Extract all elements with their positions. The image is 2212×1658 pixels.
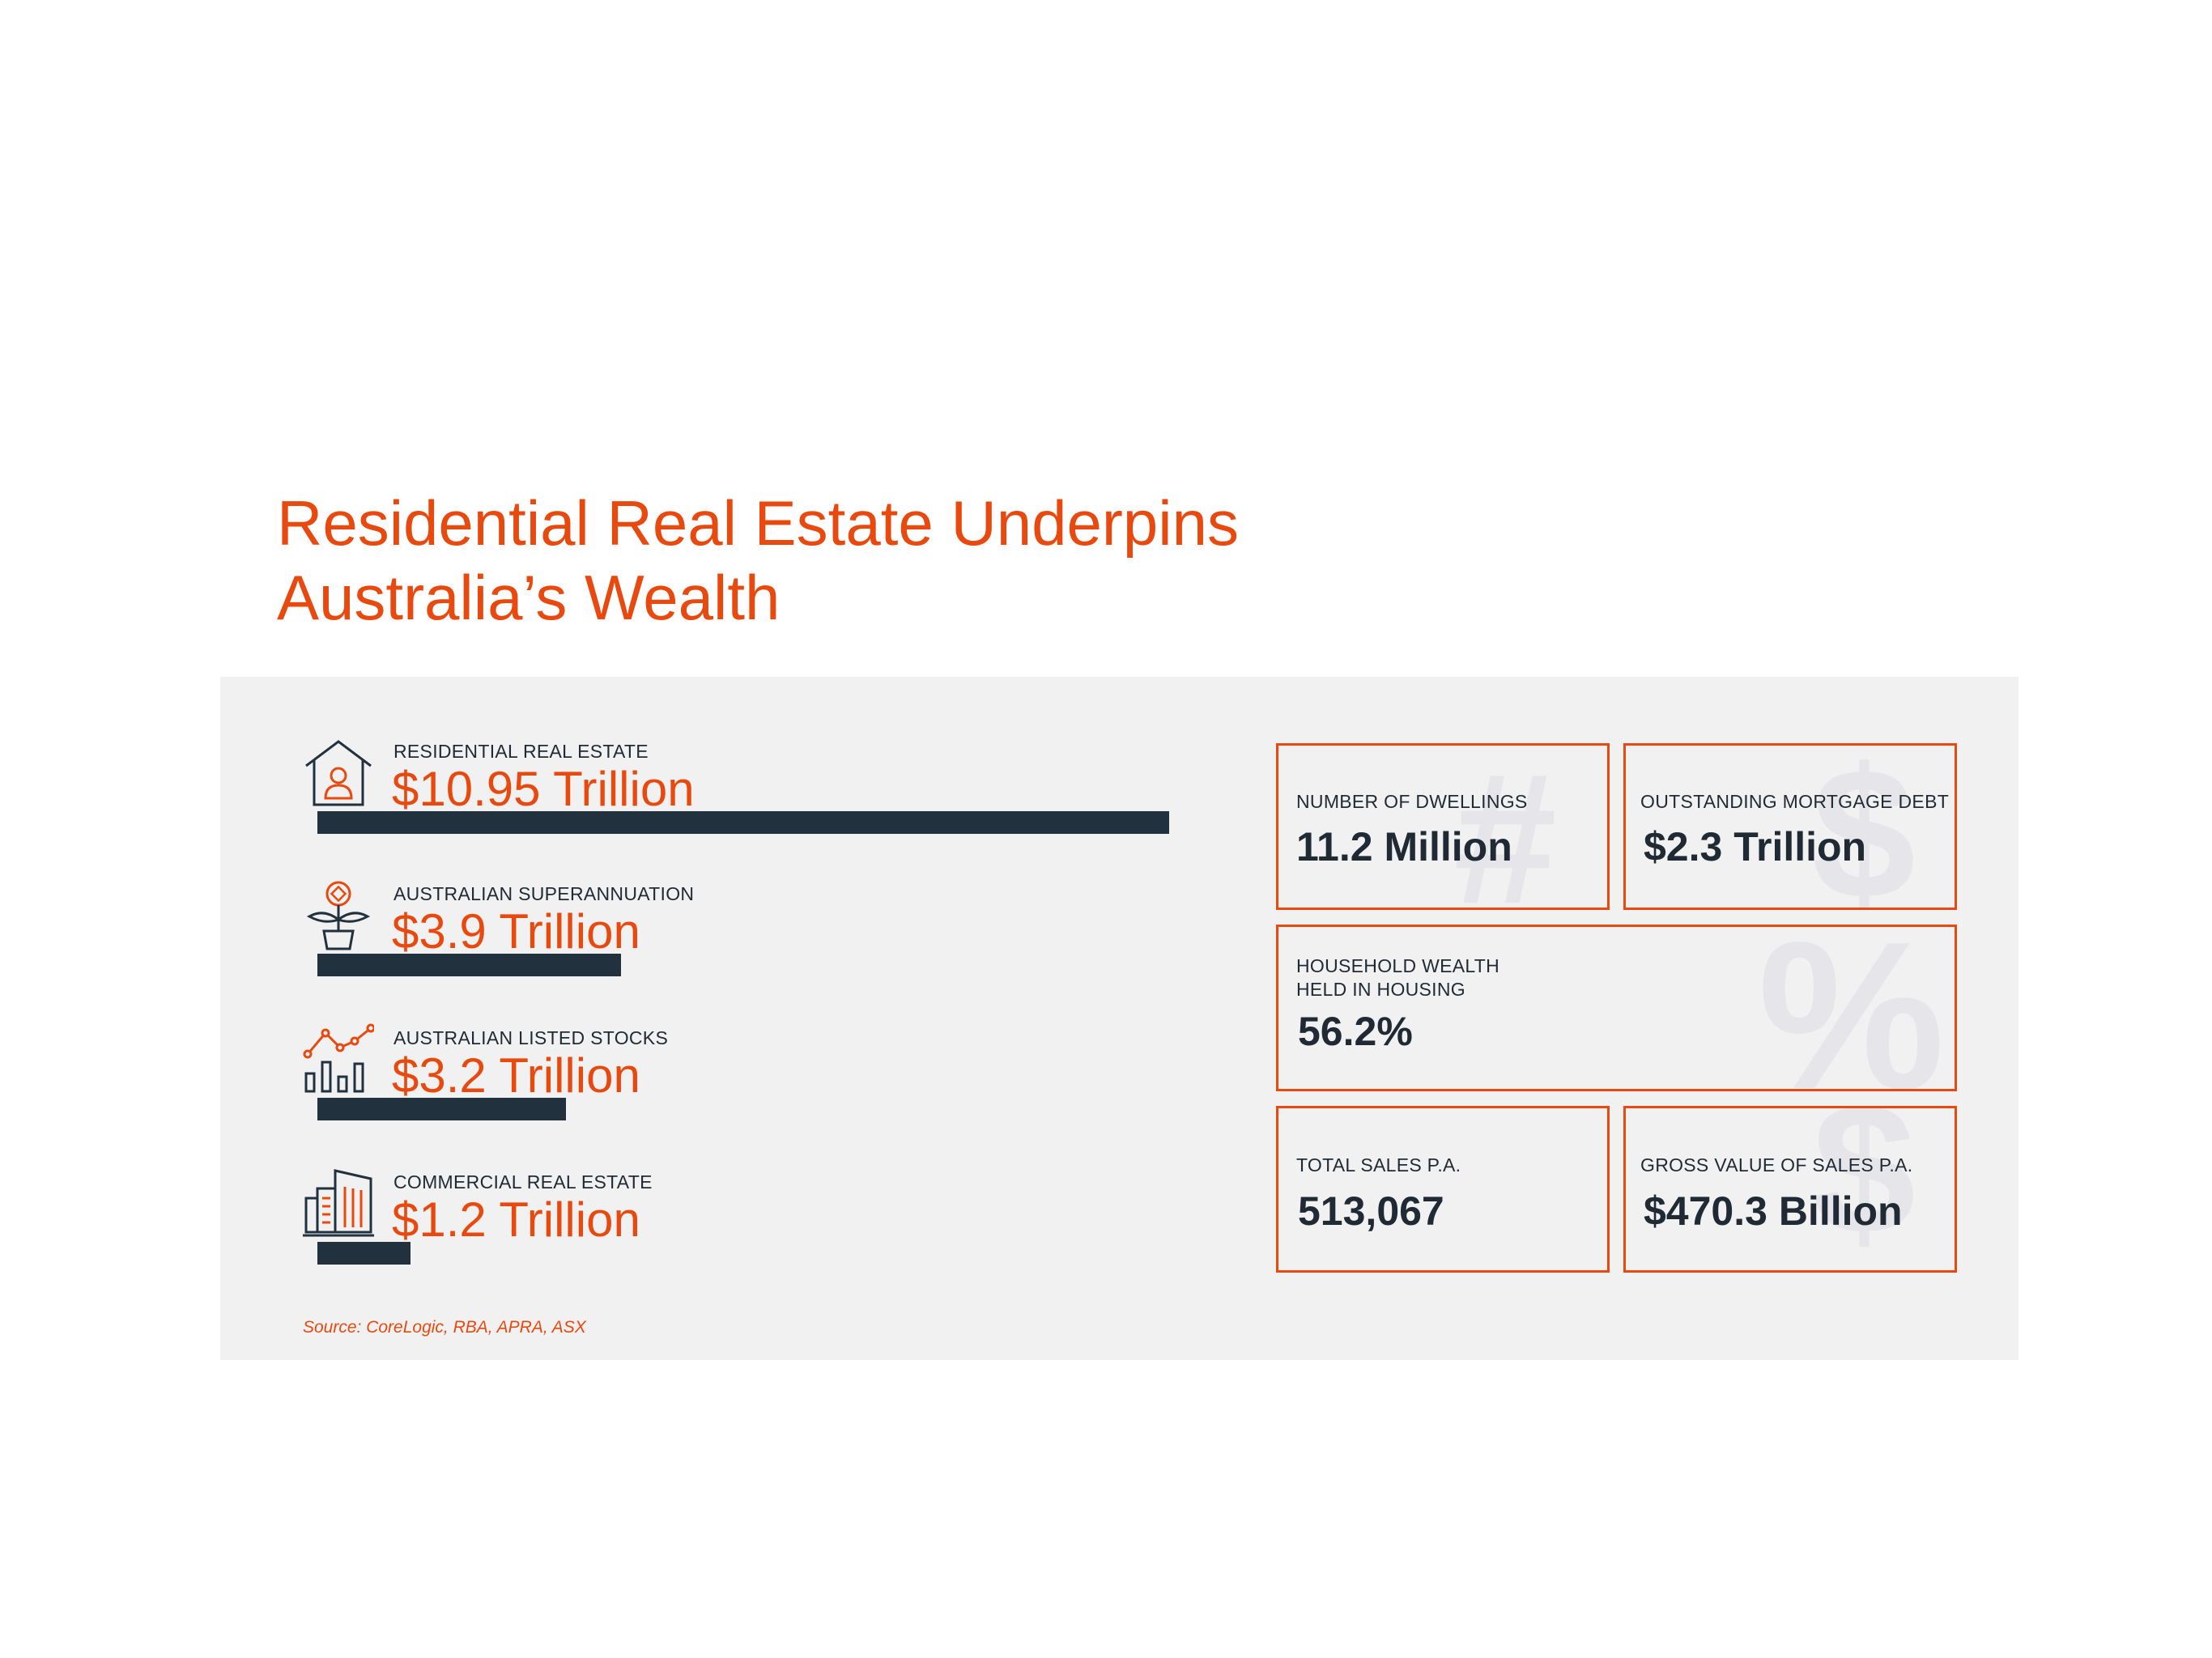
stat-value: 56.2% [1298, 1009, 1413, 1054]
stat-card-gross-value: $ GROSS VALUE OF SALES P.A. $470.3 Billi… [1623, 1106, 1957, 1273]
bar-label: COMMERCIAL REAL ESTATE [393, 1171, 653, 1192]
stat-label: OUTSTANDING MORTGAGE DEBT [1640, 791, 1950, 812]
page-title: Residential Real Estate Underpins Austra… [277, 486, 1491, 635]
bar-label: AUSTRALIAN SUPERANNUATION [393, 883, 695, 904]
dollar-watermark: $ [1812, 743, 1916, 910]
stat-card-household-wealth: % HOUSEHOLD WEALTH HELD IN HOUSING 56.2% [1276, 925, 1957, 1091]
stat-value: $2.3 Trillion [1644, 824, 1867, 869]
stat-label: NUMBER OF DWELLINGS [1296, 791, 1528, 812]
percent-watermark: % [1758, 925, 1946, 1091]
bar-row-superannuation: AUSTRALIAN SUPERANNUATION $3.9 Trillion [303, 879, 1193, 993]
bar [317, 954, 621, 976]
source-note: Source: CoreLogic, RBA, APRA, ASX [303, 1318, 586, 1337]
plant-coin-icon [306, 881, 371, 950]
bar [317, 1098, 566, 1120]
dollar-watermark: $ [1812, 1106, 1916, 1273]
stat-label: GROSS VALUE OF SALES P.A. [1640, 1154, 1913, 1175]
bar-row-listed-stocks: AUSTRALIAN LISTED STOCKS $3.2 Trillion [303, 1023, 1193, 1137]
stat-label-line-2: HELD IN HOUSING [1296, 979, 1465, 1000]
data-label: $3.9 Trillion [392, 904, 640, 959]
bar-row-commercial: COMMERCIAL REAL ESTATE $1.2 Trillion [303, 1167, 1193, 1281]
line-bar-chart-icon [303, 1023, 374, 1093]
hash-watermark: # [1453, 743, 1557, 910]
stat-value: $470.3 Billion [1644, 1188, 1903, 1234]
stat-value: 513,067 [1298, 1188, 1444, 1234]
title-line-2: Australia’s Wealth [277, 562, 781, 633]
office-buildings-icon [303, 1169, 374, 1237]
stat-card-dwellings: # NUMBER OF DWELLINGS 11.2 Million [1276, 743, 1610, 910]
bar [317, 811, 1169, 834]
bar-row-residential: RESIDENTIAL REAL ESTATE $10.95 Trillion [303, 737, 1193, 850]
stat-label-line-1: HOUSEHOLD WEALTH [1296, 955, 1500, 976]
stat-value: 11.2 Million [1296, 824, 1512, 869]
stat-card-mortgage: $ OUTSTANDING MORTGAGE DEBT $2.3 Trillio… [1623, 743, 1957, 910]
bar [317, 1242, 410, 1265]
title-line-1: Residential Real Estate Underpins [277, 487, 1239, 559]
bar-label: RESIDENTIAL REAL ESTATE [393, 741, 649, 762]
stat-card-total-sales: TOTAL SALES P.A. 513,067 [1276, 1106, 1610, 1273]
wealth-panel [220, 677, 2018, 1360]
data-label: $3.2 Trillion [392, 1048, 640, 1103]
data-label: $10.95 Trillion [392, 762, 695, 816]
house-person-icon [305, 740, 372, 806]
stat-label: TOTAL SALES P.A. [1296, 1154, 1461, 1175]
data-label: $1.2 Trillion [392, 1192, 640, 1247]
bar-label: AUSTRALIAN LISTED STOCKS [393, 1027, 669, 1048]
